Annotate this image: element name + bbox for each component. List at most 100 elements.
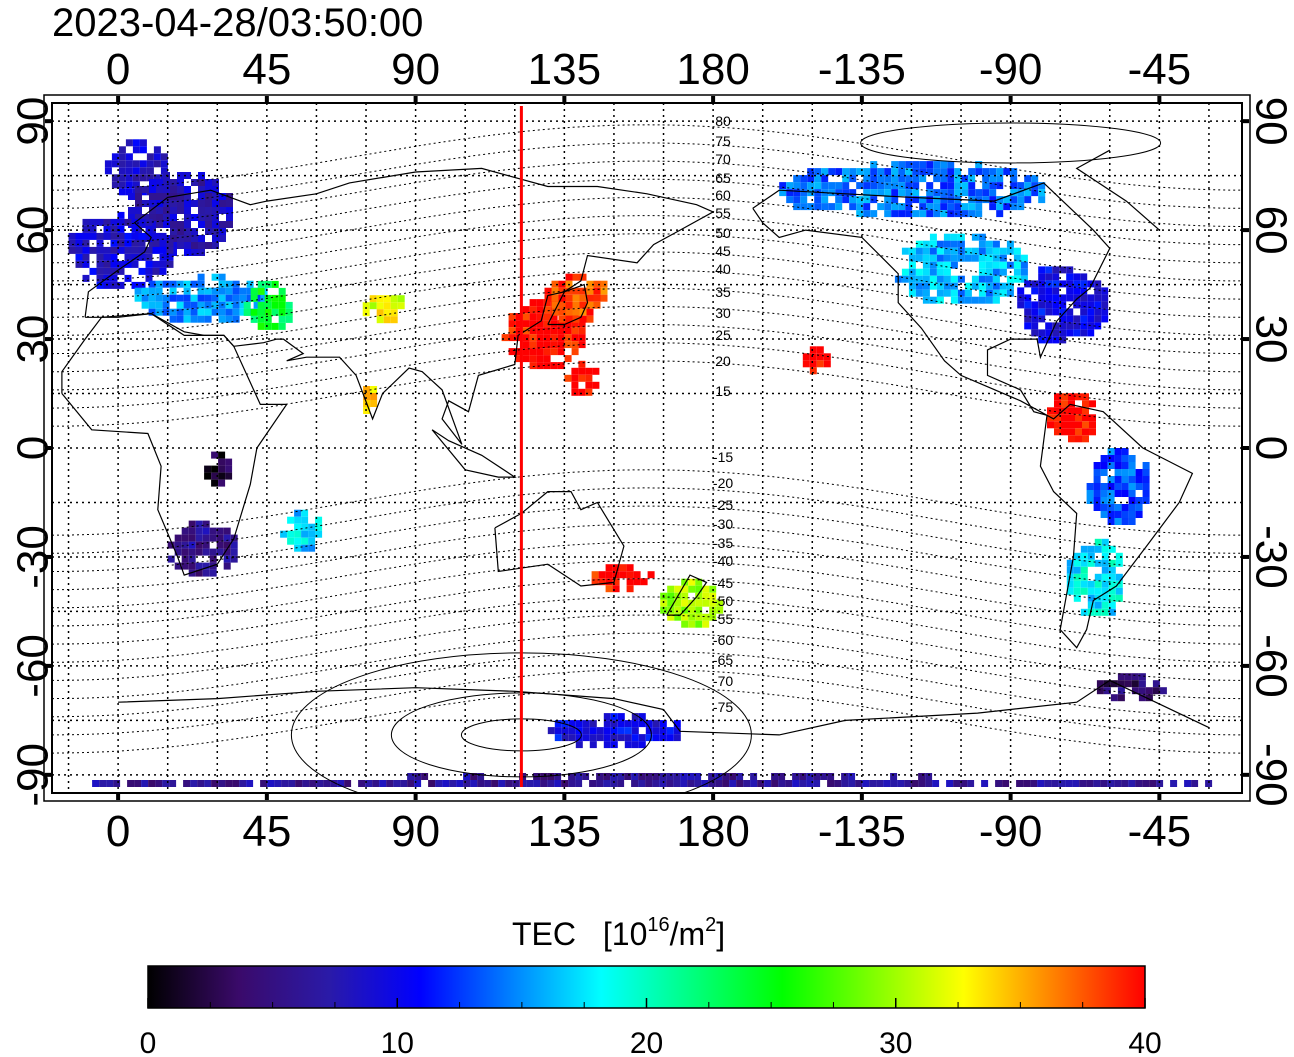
tec-pixel	[967, 780, 975, 787]
tec-pixel	[138, 281, 146, 289]
tec-pixel	[702, 620, 710, 628]
tec-pixel	[912, 182, 920, 190]
tec-pixel	[163, 221, 170, 228]
tec-pixel	[219, 207, 226, 214]
tec-pixel	[558, 301, 566, 309]
tec-pixel	[1107, 455, 1115, 462]
tec-pixel	[667, 606, 675, 614]
tec-pixel	[814, 182, 822, 190]
tec-pixel	[999, 254, 1007, 262]
tec-pixel	[124, 239, 132, 247]
tec-pixel	[316, 780, 324, 787]
tec-pixel	[508, 320, 516, 328]
world-map: 8075706560555045403530252015-15-20-25-30…	[43, 94, 1251, 802]
tec-pixel	[202, 541, 210, 549]
tec-pixel	[1094, 294, 1102, 302]
tec-region	[1047, 393, 1096, 443]
tec-pixel	[230, 541, 238, 549]
tec-pixel	[131, 253, 139, 261]
tec-pixel	[786, 182, 794, 190]
tec-pixel	[522, 320, 530, 328]
tec-pixel	[1128, 490, 1136, 497]
tec-pixel	[174, 541, 182, 549]
tec-pixel	[414, 780, 422, 787]
tec-pixel	[163, 207, 170, 214]
tec-pixel	[1031, 329, 1039, 337]
tec-pixel	[543, 327, 551, 335]
tec-pixel	[841, 773, 849, 780]
tec-pixel	[992, 261, 1000, 269]
tec-pixel	[950, 296, 958, 304]
tec-pixel	[219, 228, 226, 235]
tec-pixel	[1017, 294, 1025, 302]
tec-pixel	[550, 327, 558, 335]
tec-pixel	[1054, 407, 1061, 415]
tec-pixel	[1087, 601, 1095, 609]
tec-pixel	[1101, 608, 1109, 616]
tec-pixel	[1103, 680, 1111, 688]
tec-pixel	[985, 254, 993, 262]
tec-pixel	[82, 246, 90, 254]
tec-pixel	[849, 168, 857, 176]
tec-pixel	[111, 174, 119, 182]
tec-pixel	[603, 720, 611, 728]
tec-pixel	[578, 388, 586, 396]
tec-pixel	[1156, 780, 1164, 787]
tec-pixel	[225, 308, 233, 316]
tec-pixel	[1100, 483, 1108, 490]
tec-pixel	[890, 773, 898, 780]
tec-pixel	[278, 294, 286, 302]
tec-pixel	[827, 780, 835, 787]
tec-pixel	[1080, 580, 1088, 588]
tec-pixel	[1101, 566, 1109, 574]
tec-pixel	[940, 175, 948, 183]
tec-pixel	[96, 281, 104, 289]
tec-pixel	[708, 780, 716, 787]
tec-pixel	[667, 613, 675, 621]
tec-pixel	[1010, 175, 1018, 183]
tec-pixel	[565, 315, 573, 323]
tec-pixel	[1089, 421, 1096, 429]
top-longitude-label: 90	[391, 45, 440, 94]
tec-pixel	[557, 327, 565, 335]
tec-pixel	[1054, 414, 1061, 422]
tec-pixel	[1066, 329, 1074, 337]
tec-pixel	[219, 235, 226, 242]
colorbar-tick-label: 40	[1128, 1027, 1161, 1057]
tec-pixel	[785, 780, 793, 787]
tec-pixel	[1059, 280, 1067, 288]
tec-pixel	[118, 174, 126, 182]
tec-pixel	[177, 172, 184, 179]
tec-pixel	[598, 578, 606, 586]
tec-pixel	[191, 235, 198, 242]
tec-pixel	[160, 153, 168, 161]
tec-pixel	[308, 544, 316, 552]
tec-pixel	[589, 780, 597, 787]
tec-pixel	[170, 228, 177, 235]
tec-pixel	[968, 168, 976, 176]
tec-region	[243, 280, 293, 330]
tec-pixel	[695, 613, 703, 621]
tec-pixel	[1080, 280, 1088, 288]
tec-pixel	[205, 207, 212, 214]
tec-pixel	[169, 780, 177, 787]
tec-pixel	[932, 780, 940, 787]
tec-pixel	[1006, 247, 1014, 255]
tec-pixel	[278, 322, 286, 330]
tec-pixel	[544, 294, 552, 302]
tec-pixel	[197, 273, 205, 281]
tec-pixel	[134, 294, 142, 302]
tec-pixel	[922, 261, 930, 269]
tec-pixel	[1052, 322, 1060, 330]
tec-pixel	[807, 203, 815, 211]
tec-pixel	[183, 780, 191, 787]
tec-pixel	[922, 282, 930, 290]
tec-pixel	[1135, 504, 1143, 511]
tec-pixel	[1010, 203, 1018, 211]
tec-pixel	[1142, 469, 1150, 476]
tec-pixel	[631, 720, 639, 728]
tec-pixel	[529, 299, 537, 307]
tec-pixel	[152, 260, 160, 268]
tec-pixel	[884, 203, 892, 211]
tec-pixel	[1030, 780, 1038, 787]
